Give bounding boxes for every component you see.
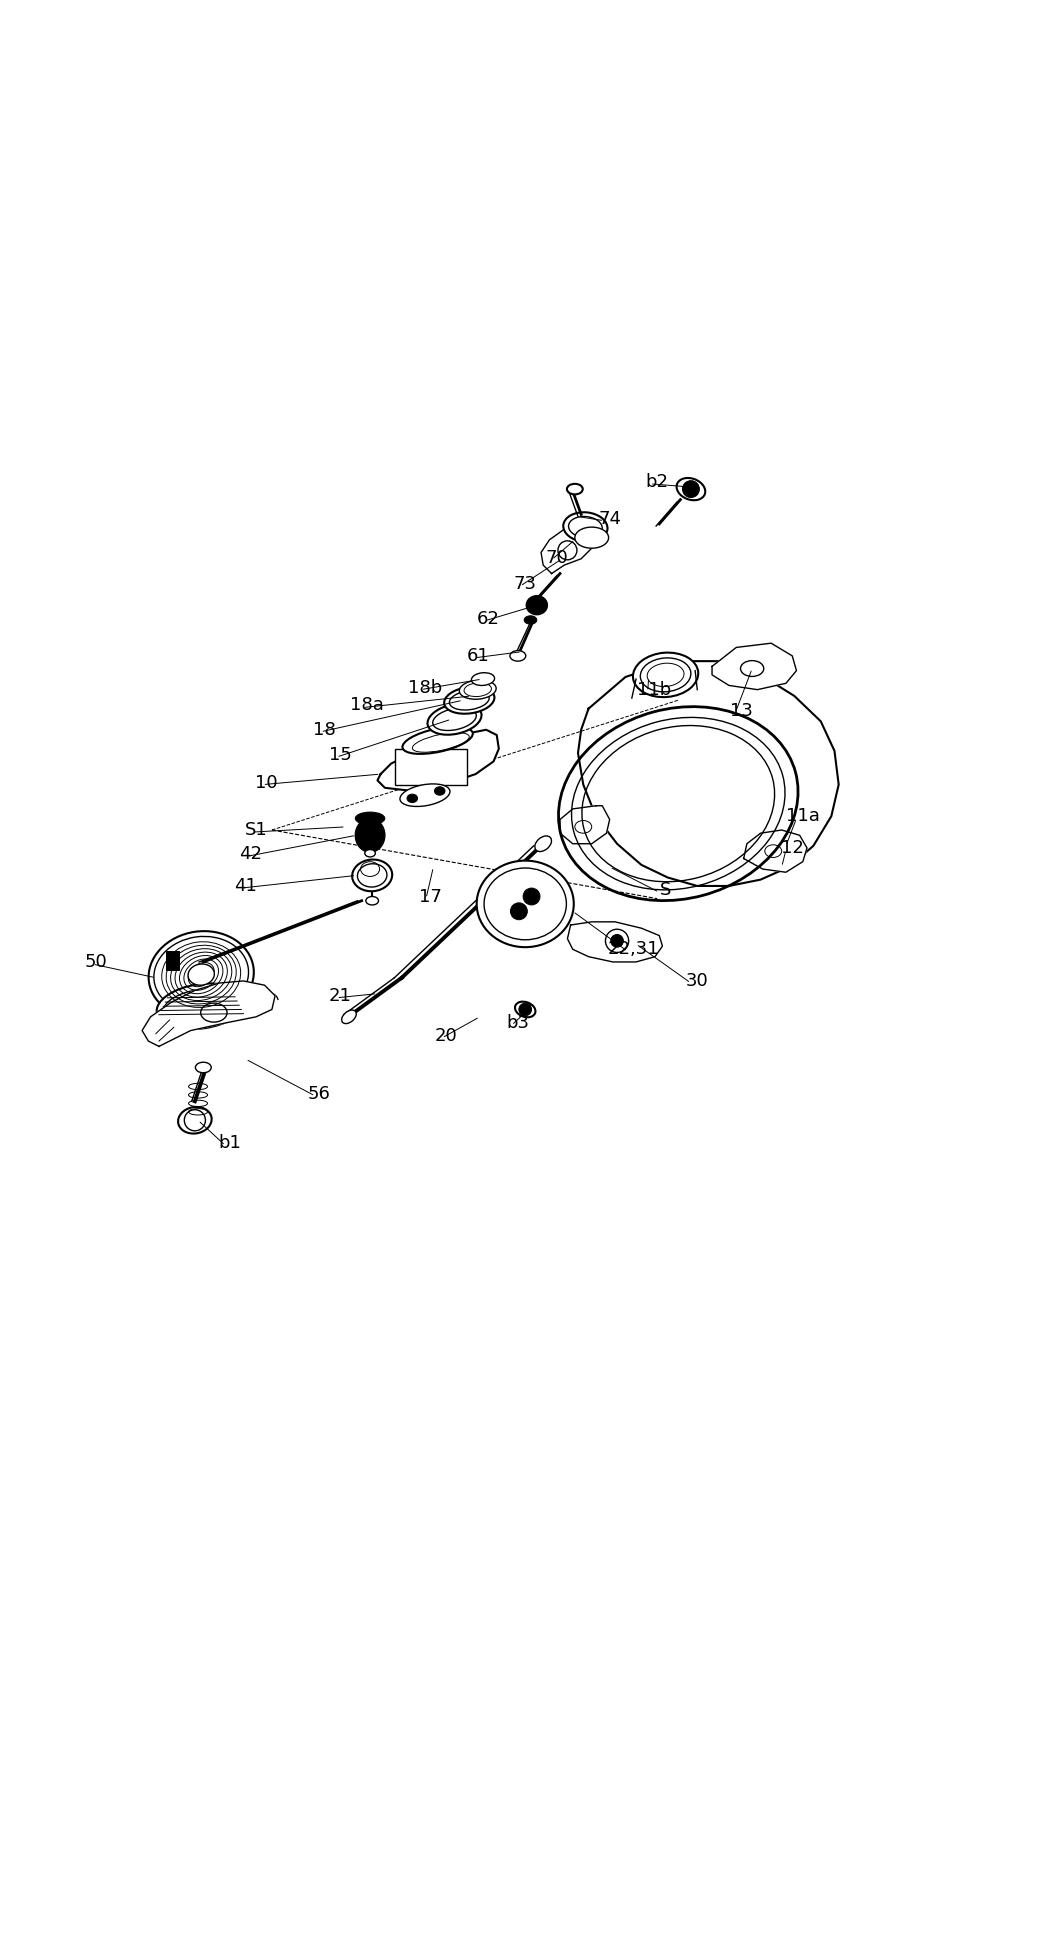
Ellipse shape: [195, 1062, 211, 1074]
Ellipse shape: [563, 512, 608, 543]
Polygon shape: [712, 644, 797, 690]
Ellipse shape: [445, 687, 494, 714]
Text: 50: 50: [84, 953, 107, 971]
Text: 12: 12: [781, 838, 803, 858]
Ellipse shape: [157, 984, 246, 1029]
Ellipse shape: [402, 727, 473, 755]
Text: 20: 20: [435, 1027, 457, 1044]
Ellipse shape: [677, 478, 706, 500]
Text: 70: 70: [545, 548, 569, 566]
Polygon shape: [578, 661, 838, 887]
Text: 11b: 11b: [637, 681, 672, 698]
Circle shape: [519, 1004, 532, 1015]
Text: 18a: 18a: [350, 696, 384, 714]
Polygon shape: [744, 831, 807, 871]
Text: 41: 41: [234, 877, 257, 895]
Ellipse shape: [188, 965, 214, 986]
Ellipse shape: [535, 836, 552, 852]
Ellipse shape: [434, 786, 445, 796]
Ellipse shape: [355, 813, 385, 825]
Text: 56: 56: [308, 1085, 331, 1103]
Text: 15: 15: [329, 747, 352, 764]
Ellipse shape: [471, 673, 494, 685]
Ellipse shape: [355, 819, 385, 852]
Ellipse shape: [575, 527, 609, 548]
Text: 18: 18: [313, 722, 336, 739]
Ellipse shape: [476, 860, 574, 947]
Polygon shape: [541, 527, 592, 574]
Ellipse shape: [407, 794, 418, 803]
Circle shape: [510, 902, 527, 920]
Text: 13: 13: [730, 702, 753, 720]
Bar: [396, 749, 467, 784]
Ellipse shape: [365, 850, 376, 858]
Ellipse shape: [459, 681, 497, 700]
Ellipse shape: [149, 932, 254, 1017]
Polygon shape: [560, 805, 610, 844]
Ellipse shape: [428, 704, 482, 735]
Text: 61: 61: [467, 648, 489, 665]
Ellipse shape: [366, 897, 379, 904]
Text: b2: b2: [646, 473, 668, 490]
Ellipse shape: [524, 617, 537, 624]
Bar: [167, 951, 179, 971]
Text: b1: b1: [219, 1134, 241, 1153]
Text: 74: 74: [598, 510, 621, 527]
Text: 10: 10: [256, 774, 278, 792]
Ellipse shape: [178, 1107, 211, 1134]
Text: 62: 62: [476, 611, 500, 628]
Ellipse shape: [515, 1002, 536, 1017]
Text: 73: 73: [514, 576, 537, 593]
Polygon shape: [142, 980, 275, 1046]
Text: 11a: 11a: [786, 807, 820, 825]
Text: 30: 30: [685, 972, 709, 990]
Text: 22,31: 22,31: [608, 939, 660, 959]
Circle shape: [682, 480, 699, 498]
Text: S: S: [660, 881, 672, 899]
Ellipse shape: [342, 1009, 356, 1023]
Ellipse shape: [526, 595, 547, 615]
Polygon shape: [378, 729, 499, 792]
Text: S1: S1: [245, 821, 267, 838]
Text: 42: 42: [240, 846, 262, 864]
Ellipse shape: [633, 654, 698, 696]
Ellipse shape: [352, 860, 393, 891]
Ellipse shape: [400, 784, 450, 807]
Text: 21: 21: [329, 986, 352, 1006]
Polygon shape: [568, 922, 662, 963]
Ellipse shape: [567, 484, 582, 494]
Circle shape: [611, 934, 624, 947]
Text: b3: b3: [506, 1013, 529, 1033]
Text: 17: 17: [419, 887, 441, 906]
Circle shape: [523, 889, 540, 904]
Text: 18b: 18b: [407, 679, 442, 696]
Ellipse shape: [510, 650, 526, 661]
